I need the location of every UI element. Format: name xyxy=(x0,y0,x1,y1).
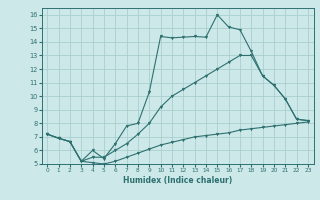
X-axis label: Humidex (Indice chaleur): Humidex (Indice chaleur) xyxy=(123,176,232,185)
